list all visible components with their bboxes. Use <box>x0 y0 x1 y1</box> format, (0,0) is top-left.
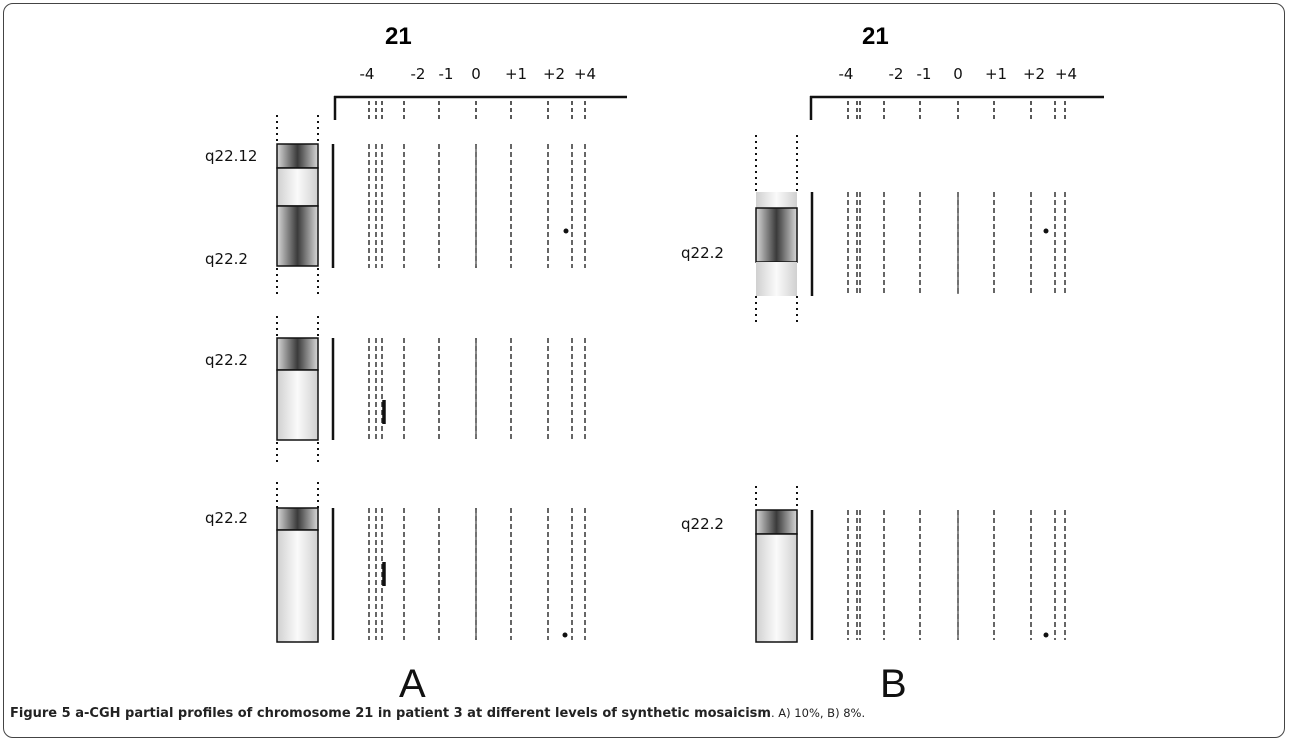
figure-caption: Figure 5 a-CGH partial profiles of chrom… <box>10 706 1280 721</box>
tick-label: 0 <box>471 65 481 83</box>
tick-label: -2 <box>889 65 904 83</box>
panel-a-profile-2: q22.2 <box>205 316 586 462</box>
tick-label: -2 <box>411 65 426 83</box>
tick-label: +1 <box>985 65 1007 83</box>
band-label-q22-2: q22.2 <box>681 515 724 533</box>
tick-label: 0 <box>953 65 963 83</box>
panel-a: 21 -4 -2 -1 0 +1 +2 +4 q22.12 q22.2 <box>205 23 627 706</box>
panel-a-profile-3: q22.2 <box>205 482 586 643</box>
band-label-q22-2: q22.2 <box>681 244 724 262</box>
panel-a-tick-labels: -4 -2 -1 0 +1 +2 +4 <box>360 65 597 83</box>
panel-a-profile-2-grid <box>368 338 586 440</box>
panel-b-profile-1: q22.2 <box>681 135 1066 322</box>
panel-b-tick-marks <box>847 101 1066 120</box>
panel-b-axis <box>809 95 1104 120</box>
panel-b-letter: B <box>880 662 907 706</box>
tick-label: +4 <box>1055 65 1077 83</box>
panel-a-chromosome-title: 21 <box>385 23 412 50</box>
panel-a-profile-3-grid <box>368 508 586 640</box>
tick-label: -1 <box>439 65 454 83</box>
tick-label: -4 <box>360 65 375 83</box>
tick-label: +2 <box>543 65 565 83</box>
band-label-q22-2: q22.2 <box>205 509 248 527</box>
panel-a-tick-marks <box>368 101 586 120</box>
band-label-q22-2: q22.2 <box>205 250 248 268</box>
caption-label: Figure 5 <box>10 706 71 721</box>
tick-label: -4 <box>839 65 854 83</box>
caption-rest: . A) 10%, B) 8%. <box>770 706 866 720</box>
panel-b-profile-2: q22.2 <box>681 486 1066 643</box>
band-label-q22-12: q22.12 <box>205 147 257 165</box>
band-label-q22-2: q22.2 <box>205 351 248 369</box>
panel-b-profile-2-grid <box>847 510 1066 640</box>
figure-frame <box>3 3 1285 738</box>
panel-a-axis <box>333 95 627 120</box>
tick-label: +4 <box>574 65 596 83</box>
panel-b-chromosome-title: 21 <box>862 23 889 50</box>
panel-b: 21 -4 -2 -1 0 +1 +2 +4 q22.2 <box>681 23 1104 706</box>
panel-a-profile-1: q22.12 q22.2 <box>205 115 586 296</box>
panel-a-letter: A <box>399 662 426 706</box>
tick-label: -1 <box>917 65 932 83</box>
panel-b-profile-1-grid <box>847 192 1066 296</box>
tick-label: +1 <box>505 65 527 83</box>
panel-b-tick-labels: -4 -2 -1 0 +1 +2 +4 <box>839 65 1078 83</box>
panel-a-profile-1-grid <box>368 144 586 268</box>
caption-title: a-CGH partial profiles of chromosome 21 … <box>70 706 771 721</box>
tick-label: +2 <box>1023 65 1045 83</box>
